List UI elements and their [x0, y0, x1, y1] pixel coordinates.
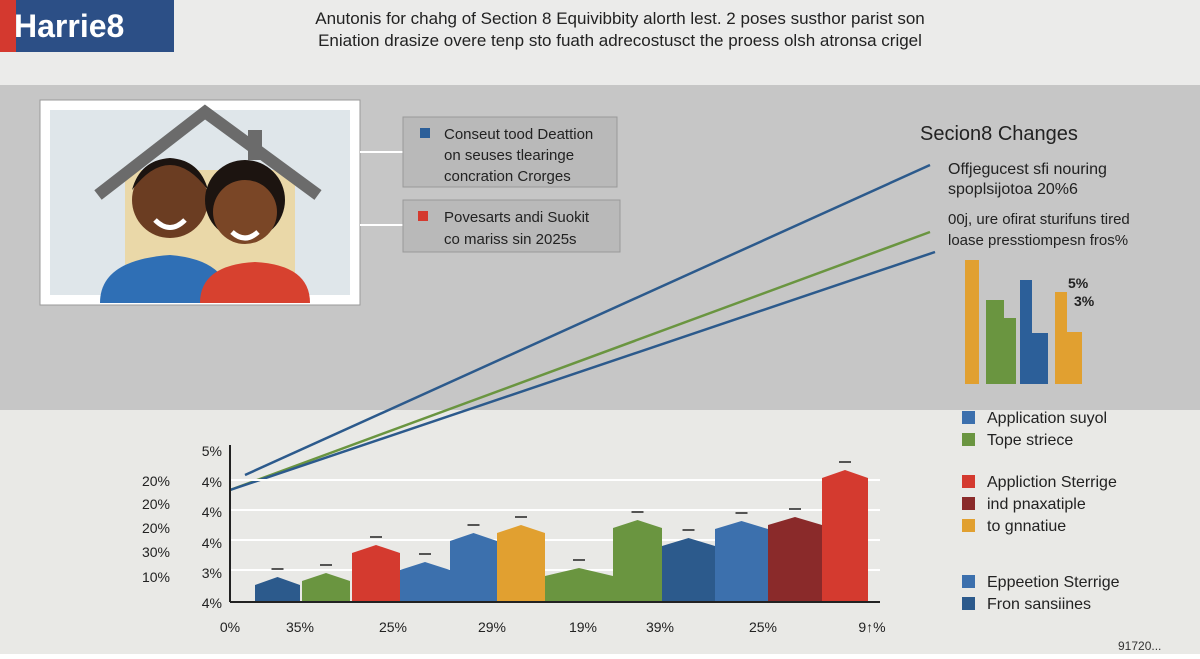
bar-shape: [302, 573, 350, 601]
side-text: 00j, ure ofirat sturifuns tired: [948, 211, 1130, 228]
y-label: 3%: [202, 565, 222, 581]
logo: Harrie8: [14, 8, 124, 44]
callout: [402, 199, 621, 253]
y-label: 4%: [202, 595, 222, 611]
legend-swatch: [962, 597, 975, 610]
callout-text: on seuses tlearinge: [444, 147, 574, 164]
bar-shape: [255, 577, 300, 601]
legend-text: Eppeetion Sterrige: [987, 574, 1120, 591]
callout-text: concration Crorges: [444, 168, 571, 185]
side-text: spoplsijotoa 20%6: [948, 181, 1078, 198]
legend-swatch: [962, 519, 975, 532]
callout-icon: [418, 211, 428, 221]
legend-text: Application suyol: [987, 410, 1107, 427]
y-label: 5%: [202, 443, 222, 459]
arrow: [229, 230, 931, 492]
mini-bar: [1004, 318, 1016, 384]
bar-shape: [352, 545, 400, 601]
legend-text: Tope striece: [987, 432, 1073, 449]
person-hair: [132, 158, 208, 190]
bar-shape: [613, 520, 662, 601]
chimney: [248, 130, 262, 160]
bar-shape: [822, 470, 868, 601]
header-line: Eniation drasize overe tenp sto fuath ad…: [318, 31, 922, 50]
logo-box: [0, 0, 174, 52]
x-label: 19%: [569, 619, 597, 635]
mini-bar: [986, 300, 1004, 384]
y-label: 4%: [202, 535, 222, 551]
x-label: 25%: [379, 619, 407, 635]
bottom-band: [0, 410, 1200, 654]
side-text: loase presstiompesn fros%: [948, 232, 1128, 249]
person-head: [132, 162, 208, 238]
legend-swatch: [962, 497, 975, 510]
y-label: 20%: [142, 496, 170, 512]
callout: [402, 116, 618, 188]
x-label: 39%: [646, 619, 674, 635]
legend-text: Fron sansiines: [987, 596, 1091, 613]
mini-bar: [965, 260, 979, 384]
x-label: 35%: [286, 619, 314, 635]
mini-bar: [1055, 292, 1067, 384]
bar-shape: [662, 538, 715, 601]
y-label: 4%: [202, 474, 222, 490]
legend-swatch: [962, 433, 975, 446]
bar-shape: [715, 521, 768, 601]
y-label: 20%: [142, 520, 170, 536]
legend-swatch: [962, 411, 975, 424]
person-head: [213, 180, 277, 244]
callout-icon: [420, 128, 430, 138]
person-shirt: [200, 262, 310, 303]
y-label: 30%: [142, 544, 170, 560]
roof: [94, 104, 322, 200]
header-line: Anutonis for chahg of Section 8 Equivibb…: [315, 9, 925, 28]
smile: [230, 230, 260, 241]
side-title: Secion8 Changes: [920, 123, 1078, 145]
mini-bar: [1032, 333, 1048, 384]
mini-bar: [1067, 332, 1082, 384]
footer: 91720...: [1118, 639, 1161, 653]
arrow: [244, 163, 931, 477]
y-label: 10%: [142, 569, 170, 585]
arrow: [229, 250, 936, 492]
x-label: 29%: [478, 619, 506, 635]
bar-shape: [497, 525, 545, 601]
logo-accent: [0, 0, 16, 52]
y-label: 20%: [142, 473, 170, 489]
callout-text: Povesarts andi Suokit: [444, 209, 590, 226]
mini-bar: [1020, 280, 1032, 384]
side-text: Offjegucest sfi nouring: [948, 161, 1107, 178]
person-shirt: [100, 255, 230, 303]
y-label: 4%: [202, 504, 222, 520]
x-label: 0%: [220, 619, 240, 635]
legend-text: to gnnatiue: [987, 518, 1066, 535]
bar-shape: [400, 562, 450, 601]
bar-shape: [450, 533, 497, 601]
mini-label: 5%: [1068, 275, 1089, 291]
bar-shape: [768, 517, 822, 601]
legend-text: ind pnaxatiple: [987, 496, 1086, 513]
x-label: 25%: [749, 619, 777, 635]
callout-text: co mariss sin 2025s: [444, 231, 577, 248]
bar-shape: [545, 568, 613, 601]
smile: [153, 218, 187, 230]
mini-label: 3%: [1074, 293, 1095, 309]
callout-text: Conseut tood Deattion: [444, 126, 593, 143]
header-band: [0, 0, 1200, 85]
legend-swatch: [962, 575, 975, 588]
legend-text: Appliction Sterrige: [987, 474, 1117, 491]
x-label: 9↑%: [858, 619, 885, 635]
legend-swatch: [962, 475, 975, 488]
